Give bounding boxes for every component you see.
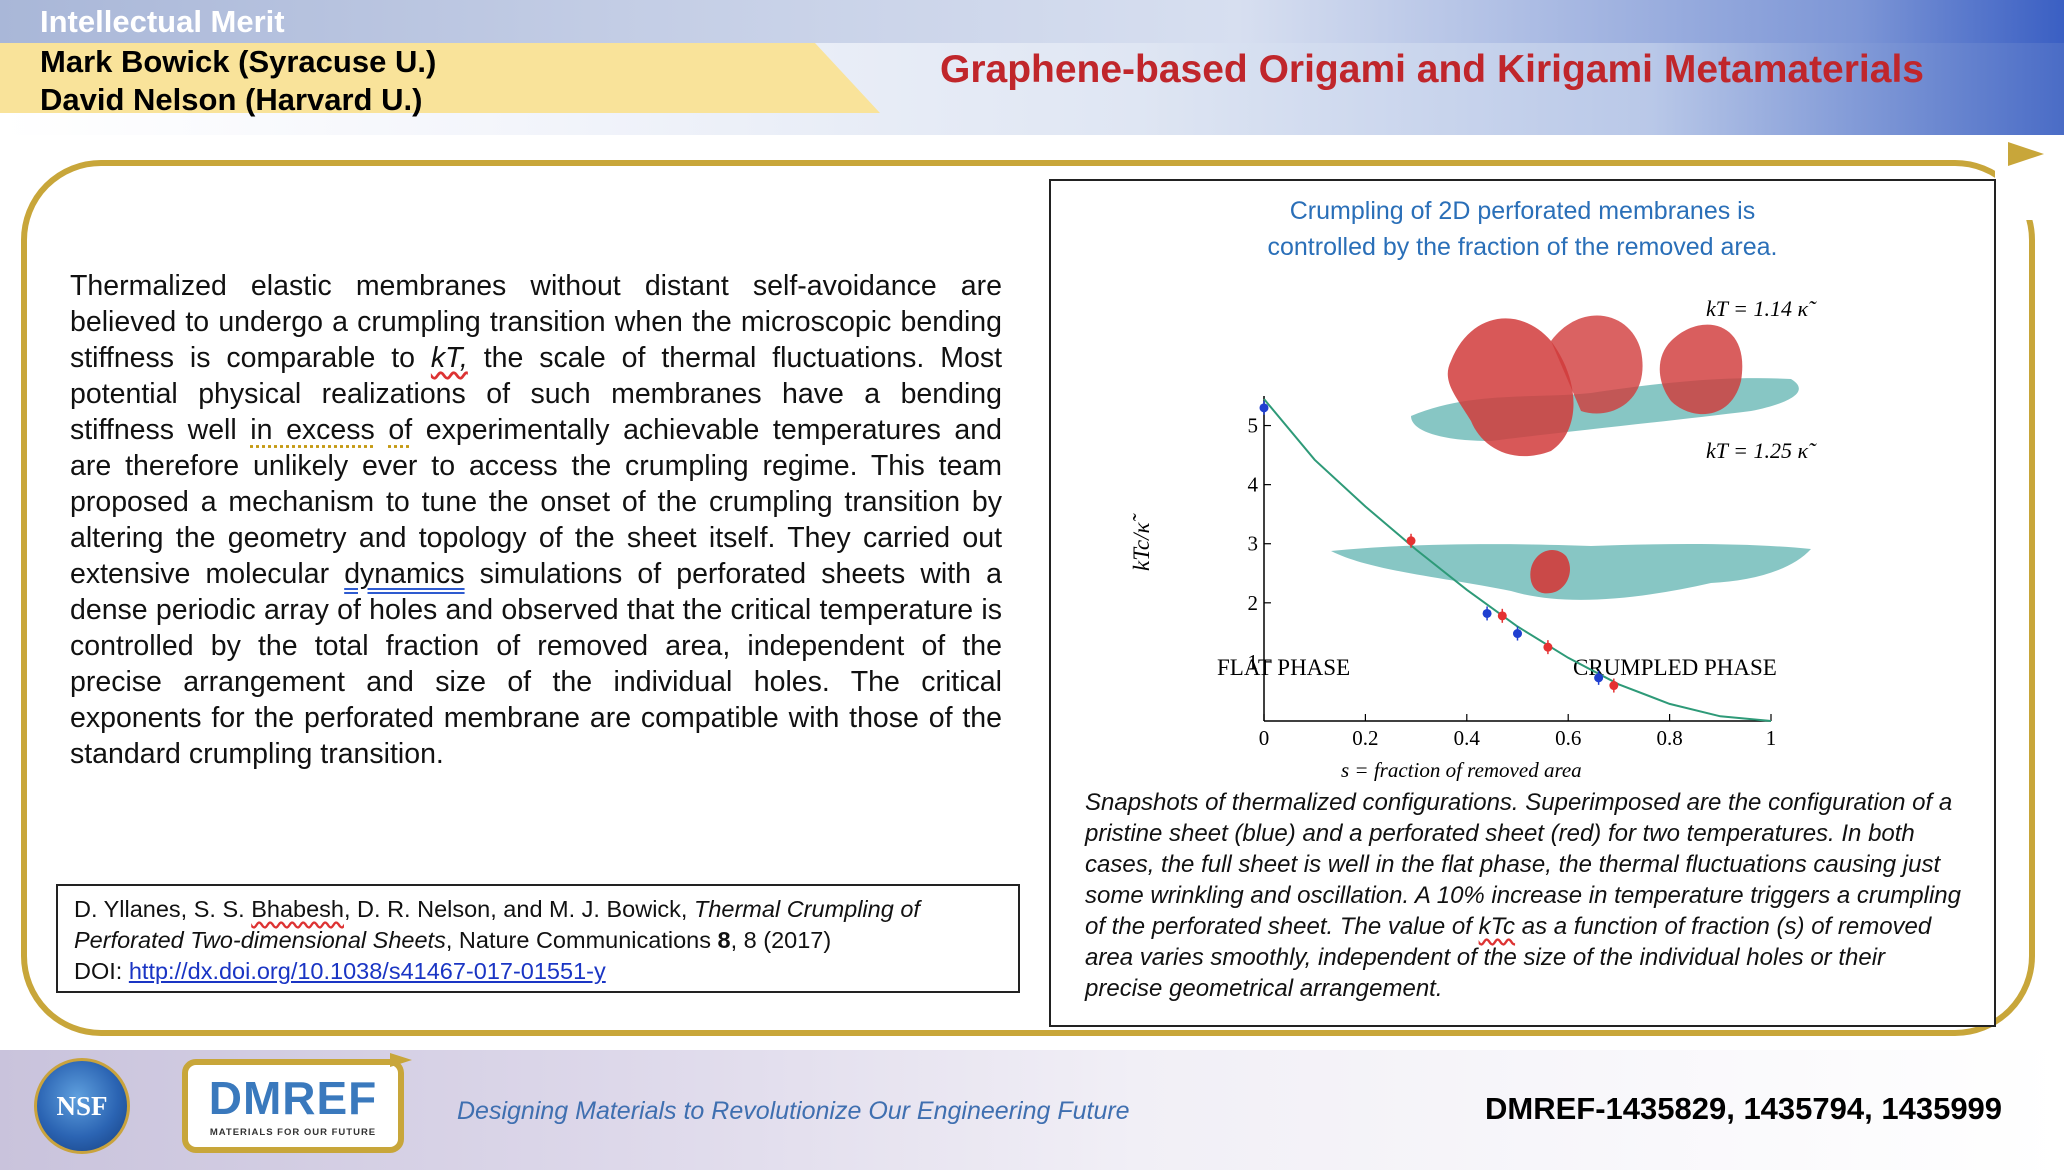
figure-caption: Snapshots of thermalized configurations.…	[1085, 789, 1961, 1002]
kt-term: kT,	[430, 342, 468, 374]
body-paragraph: Thermalized elastic membranes without di…	[70, 270, 1003, 770]
x-tick-label: 0.4	[1454, 726, 1481, 750]
perforated-data-point	[1543, 642, 1553, 652]
x-tick-label: 0.8	[1656, 726, 1682, 750]
pi-name-1: Mark Bowick (Syracuse U.)	[40, 44, 437, 79]
perforated-data-point	[1497, 611, 1507, 621]
slide-title: Graphene-based Origami and Kirigami Meta…	[940, 48, 1924, 91]
footer-tagline: Designing Materials to Revolutionize Our…	[457, 1097, 1130, 1125]
in-excess-term: in excess	[250, 414, 375, 446]
category-label: Intellectual Merit	[40, 4, 285, 39]
x-tick-label: 0.2	[1352, 726, 1378, 750]
dmref-logo: DMREF MATERIALS FOR OUR FUTURE	[182, 1059, 404, 1153]
reference-box: D. Yllanes, S. S. Bhabesh, D. R. Nelson,…	[56, 884, 1020, 993]
award-numbers: DMREF-1435829, 1435794, 1435999	[1485, 1091, 2003, 1126]
figure-title: Crumpling of 2D perforated membranes is …	[1267, 197, 1778, 261]
frame-arrow-icon	[2008, 142, 2044, 166]
y-tick-label: 4	[1248, 473, 1259, 497]
region-label-flat: FLAT PHASE	[1217, 655, 1350, 680]
doi-link[interactable]: http://dx.doi.org/10.1038/s41467-017-015…	[128, 958, 606, 984]
x-tick-label: 0.6	[1555, 726, 1581, 750]
figure-box: Crumpling of 2D perforated membranes is …	[1049, 179, 1996, 1027]
content-frame	[21, 160, 2035, 1036]
y-tick-label: 3	[1248, 532, 1259, 556]
pristine-data-point	[1513, 629, 1522, 639]
perforated-data-point	[1406, 536, 1416, 546]
caption-kTc: kTc	[1478, 913, 1516, 940]
pristine-data-point	[1482, 608, 1492, 618]
inset-label-low: kT = 1.25 κ̃	[1706, 438, 1817, 463]
y-axis-label: kTc/κ̃	[1129, 512, 1154, 571]
x-tick-label: 1	[1766, 726, 1777, 750]
pristine-data-point	[1594, 673, 1604, 683]
y-tick-label: 5	[1248, 414, 1259, 438]
perforated-data-point	[1609, 681, 1619, 691]
pi-name-2: David Nelson (Harvard U.)	[40, 82, 423, 117]
fit-curve	[1263, 398, 1772, 722]
dynamics-term: dynamics	[344, 558, 465, 590]
nsf-logo: NSF	[34, 1058, 130, 1154]
x-axis-label: s = fraction of removed area	[1341, 758, 1582, 781]
crumpling-chart: kT = 1.14 κ̃ kT = 1.25 κ̃ FLAT PHASE CRU…	[1129, 296, 1817, 781]
inset-label-high: kT = 1.14 κ̃	[1706, 296, 1817, 321]
category-band	[0, 0, 2064, 43]
x-tick-label: 0	[1259, 726, 1270, 750]
dmref-arrow-icon	[390, 1053, 412, 1067]
snapshot-high	[1411, 315, 1799, 457]
pristine-data-point	[1259, 403, 1269, 413]
y-tick-label: 2	[1248, 591, 1259, 615]
pi-band	[0, 43, 880, 113]
region-label-crumpled: CRUMPLED PHASE	[1573, 655, 1777, 680]
paper-title: Thermal Crumpling of Perforated Two-dime…	[74, 896, 920, 953]
y-tick-label: 1	[1248, 650, 1259, 674]
snapshot-low	[1331, 544, 1811, 600]
